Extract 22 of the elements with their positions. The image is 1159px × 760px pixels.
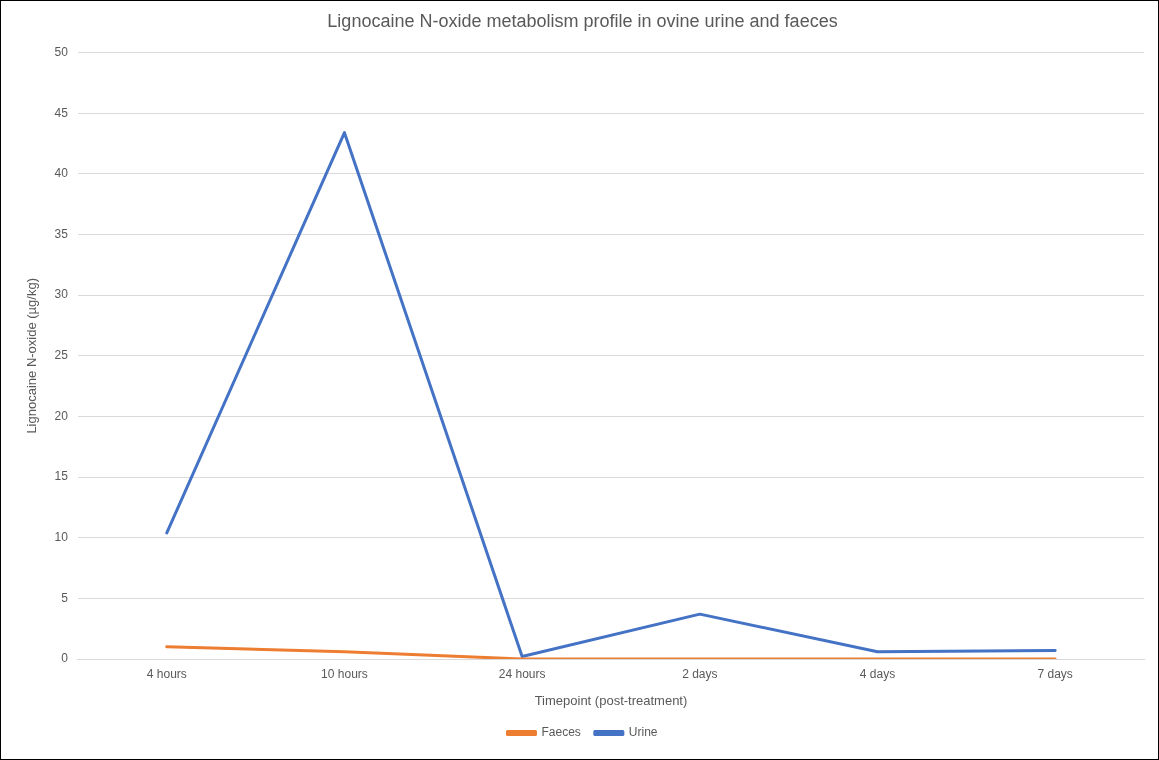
- y-tick-label: 35: [54, 226, 69, 241]
- y-tick-label: 0: [61, 651, 69, 666]
- x-axis-title: Timepoint (post-treatment): [534, 692, 688, 708]
- x-tick-label: 2 days: [682, 666, 718, 681]
- x-tick-label: 7 days: [1037, 666, 1073, 681]
- legend-label: Urine: [628, 725, 658, 740]
- x-tick-label: 24 hours: [498, 666, 546, 681]
- y-tick-label: 45: [54, 105, 69, 120]
- y-tick-label: 10: [54, 530, 69, 545]
- legend-label: Faeces: [541, 725, 581, 740]
- y-tick-label: 40: [54, 166, 69, 181]
- y-tick-label: 15: [54, 469, 69, 484]
- y-tick-label: 20: [54, 408, 69, 423]
- x-tick-label: 4 days: [859, 666, 896, 681]
- x-tick-label: 4 hours: [146, 666, 187, 681]
- y-tick-label: 5: [61, 590, 69, 605]
- y-tick-label: 25: [54, 348, 69, 363]
- y-tick-label: 30: [54, 287, 69, 302]
- y-tick-label: 50: [54, 44, 69, 59]
- chart-title: Lignocaine N-oxide metabolism profile in ovine urine and faeces: [327, 10, 838, 31]
- x-tick-label: 10 hours: [321, 666, 368, 681]
- y-axis-title: Lignocaine N-oxide (µg/kg): [24, 277, 40, 434]
